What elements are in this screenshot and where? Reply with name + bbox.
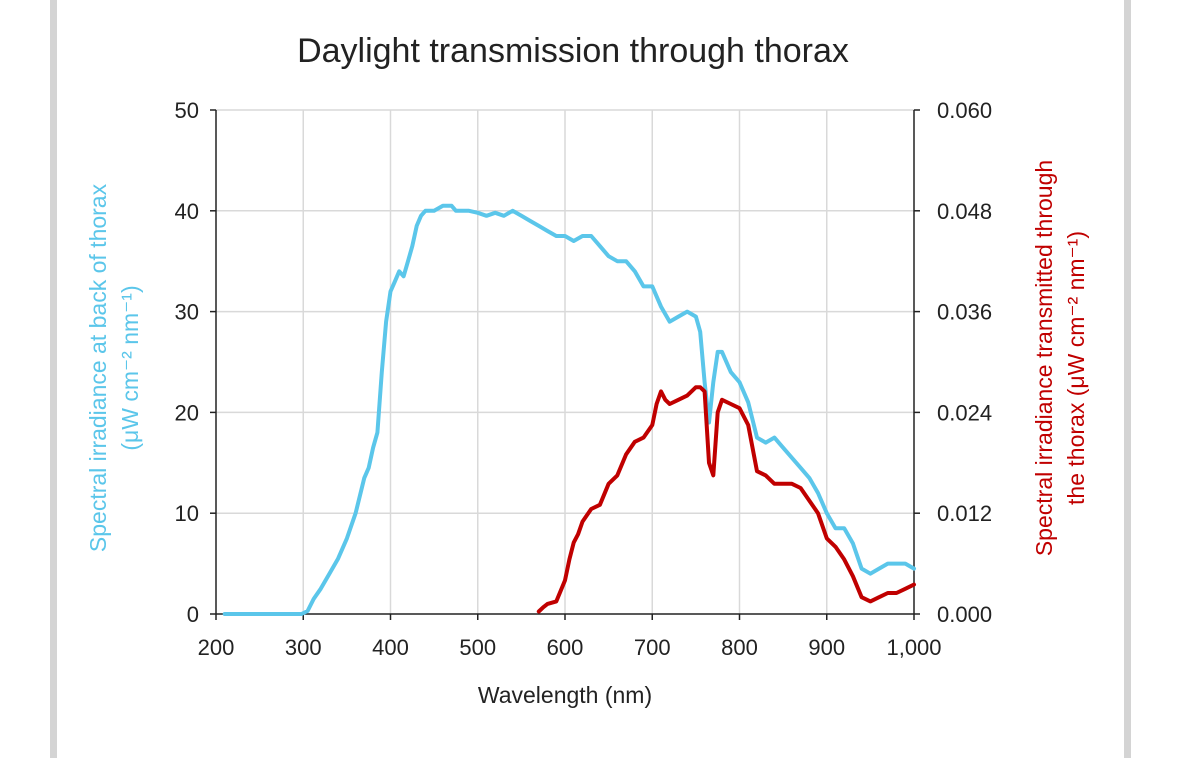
x-tick-label: 300 bbox=[285, 635, 322, 660]
left-y-axis-title-line1: Spectral irradiance at back of thorax bbox=[85, 183, 111, 552]
left-y-axis-title-line2: (μW cm⁻² nm⁻¹) bbox=[117, 285, 143, 450]
right-y-tick-labels: 0.000 0.012 0.024 0.036 0.048 0.060 bbox=[937, 98, 992, 627]
x-tick-label: 600 bbox=[547, 635, 584, 660]
chart-title: Daylight transmission through thorax bbox=[297, 32, 849, 70]
right-y-tick-label: 0.012 bbox=[937, 501, 992, 526]
left-y-tick-labels: 0 10 20 30 40 50 bbox=[175, 98, 199, 627]
right-y-axis-title-line1: Spectral irradiance transmitted through bbox=[1031, 160, 1057, 556]
right-y-tick-label: 0.024 bbox=[937, 400, 992, 425]
left-y-tick-label: 40 bbox=[175, 199, 199, 224]
right-y-tick-label: 0.048 bbox=[937, 199, 992, 224]
transmitted-irradiance-line bbox=[536, 385, 916, 614]
right-y-tick-label: 0.060 bbox=[937, 98, 992, 123]
left-y-tick-label: 50 bbox=[175, 98, 199, 123]
x-tick-label: 500 bbox=[459, 635, 496, 660]
x-tick-label: 900 bbox=[808, 635, 845, 660]
x-tick-label: 800 bbox=[721, 635, 758, 660]
x-tick-label: 400 bbox=[372, 635, 409, 660]
grid-lines bbox=[216, 109, 914, 614]
x-tick-labels: 200 300 400 500 600 700 800 900 1,000 bbox=[198, 635, 942, 660]
right-y-tick-label: 0.036 bbox=[937, 300, 992, 325]
x-axis-title: Wavelength (nm) bbox=[478, 682, 652, 708]
right-frame-border bbox=[1124, 0, 1131, 758]
series-lines bbox=[222, 203, 916, 616]
x-tick-label: 700 bbox=[634, 635, 671, 660]
right-y-axis-title-line2: the thorax (μW cm⁻² nm⁻¹) bbox=[1063, 231, 1089, 505]
right-y-tick-label: 0.000 bbox=[937, 602, 992, 627]
x-tick-label: 1,000 bbox=[886, 635, 941, 660]
left-y-tick-label: 10 bbox=[175, 501, 199, 526]
back-of-thorax-irradiance-line bbox=[222, 203, 916, 616]
left-frame-border bbox=[50, 0, 57, 758]
left-y-tick-label: 20 bbox=[175, 400, 199, 425]
left-y-tick-label: 0 bbox=[187, 602, 199, 627]
x-tick-label: 200 bbox=[198, 635, 235, 660]
left-y-tick-label: 30 bbox=[175, 300, 199, 325]
